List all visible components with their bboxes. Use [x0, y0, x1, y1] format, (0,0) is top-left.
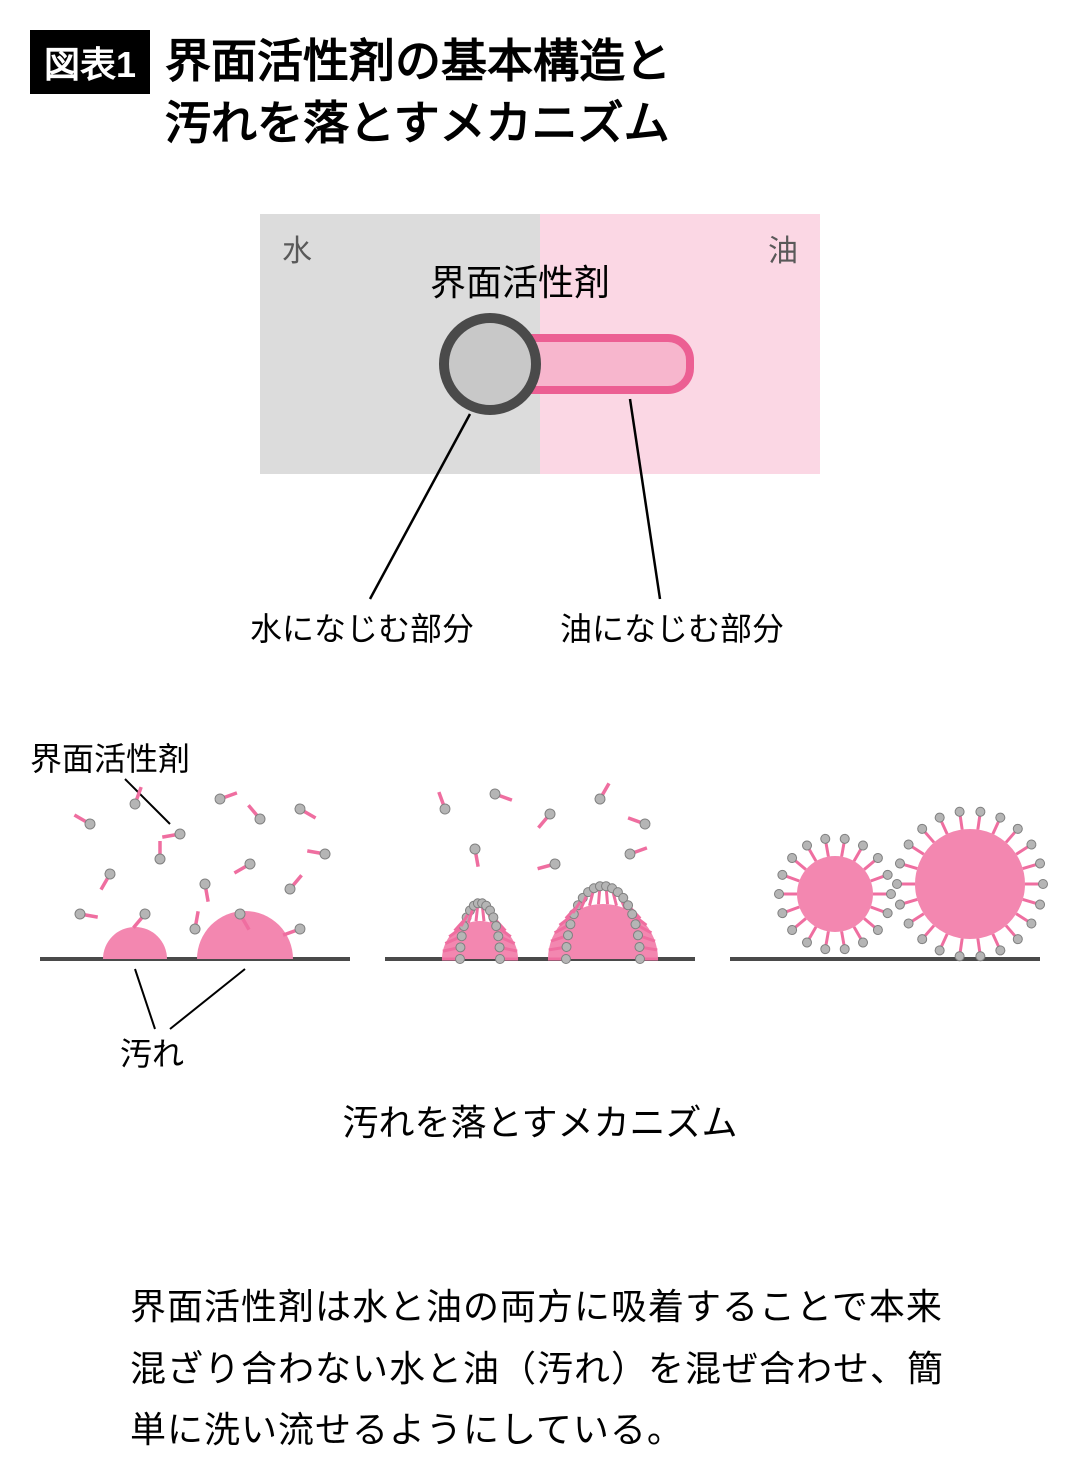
title-line-1: 界面活性剤の基本構造と [165, 35, 671, 87]
callout-lipophilic: 油になじむ部分 [560, 604, 784, 650]
figure-header: 図表1 界面活性剤の基本構造と 汚れを落とすメカニズム [0, 0, 1080, 154]
callout-hydrophilic: 水になじむ部分 [250, 604, 474, 650]
explanation-text: 界面活性剤は水と油の両方に吸着することで本来混ざり合わない水と油（汚れ）を混ぜ合… [130, 1276, 950, 1460]
molecule-svg [260, 214, 820, 474]
title-line-2: 汚れを落とすメカニズム [165, 97, 670, 149]
panels-svg [30, 734, 1050, 1074]
figure-badge: 図表1 [30, 30, 150, 94]
dirt-label: 汚れ [120, 1029, 184, 1075]
mechanism-panels: 界面活性剤 汚れ [30, 734, 1050, 1074]
callout-area: 水になじむ部分 油になじむ部分 [260, 474, 820, 644]
mechanism-caption: 汚れを落とすメカニズム [0, 1094, 1080, 1146]
structure-diagram: 水 油 界面活性剤 [260, 214, 820, 474]
figure-title: 界面活性剤の基本構造と 汚れを落とすメカニズム [165, 30, 671, 154]
